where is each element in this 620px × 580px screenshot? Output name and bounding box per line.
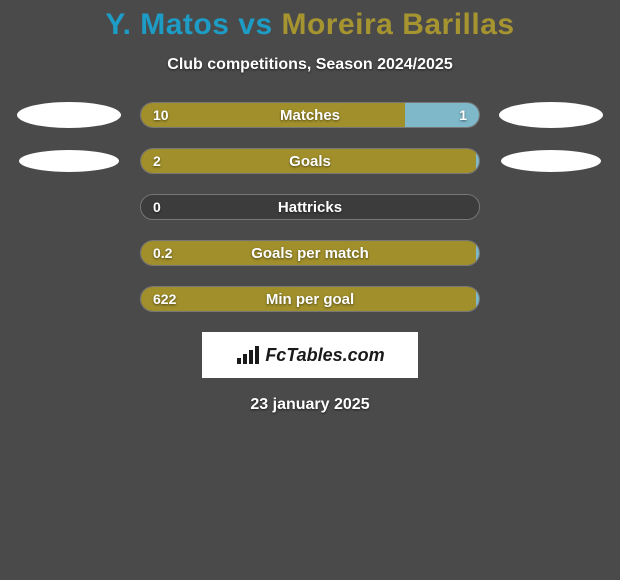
player2-oval-icon bbox=[501, 150, 601, 172]
stat-bar: Hattricks0 bbox=[140, 194, 480, 220]
oval-slot-right bbox=[492, 150, 610, 172]
stat-bar: Goals per match0.2 bbox=[140, 240, 480, 266]
stat-row: Goals per match0.2 bbox=[0, 240, 620, 266]
bar-seg-player1 bbox=[141, 287, 476, 311]
player1-oval-icon bbox=[17, 102, 121, 128]
bar-seg-empty bbox=[141, 195, 479, 219]
oval-slot-left bbox=[10, 102, 128, 128]
bar-seg-player1 bbox=[141, 103, 405, 127]
bar-seg-player2 bbox=[476, 241, 479, 265]
stat-row: Min per goal622 bbox=[0, 286, 620, 312]
subtitle: Club competitions, Season 2024/2025 bbox=[0, 56, 620, 74]
comparison-infographic: Y. Matos vs Moreira Barillas Club compet… bbox=[0, 0, 620, 580]
stat-bar: Matches101 bbox=[140, 102, 480, 128]
bar-chart-icon bbox=[235, 344, 261, 366]
oval-slot-left bbox=[10, 150, 128, 172]
bar-seg-player2 bbox=[476, 149, 479, 173]
title-player2: Moreira Barillas bbox=[281, 8, 514, 41]
title-vs: vs bbox=[229, 8, 281, 41]
stat-row: Matches101 bbox=[0, 102, 620, 128]
title-player1: Y. Matos bbox=[105, 8, 229, 41]
stat-rows: Matches101 Goals2 Hattricks0 Goals per matc… bbox=[0, 102, 620, 312]
oval-slot-right bbox=[492, 102, 610, 128]
bar-seg-player1 bbox=[141, 149, 476, 173]
logo-box: FcTables.com bbox=[202, 332, 418, 378]
player1-oval-icon bbox=[19, 150, 119, 172]
stat-row: Hattricks0 bbox=[0, 194, 620, 220]
bar-seg-player2 bbox=[476, 287, 479, 311]
page-title: Y. Matos vs Moreira Barillas bbox=[0, 0, 620, 42]
bar-seg-player2 bbox=[405, 103, 479, 127]
bar-seg-player1 bbox=[141, 241, 476, 265]
stat-row: Goals2 bbox=[0, 148, 620, 174]
stat-bar: Goals2 bbox=[140, 148, 480, 174]
stat-bar: Min per goal622 bbox=[140, 286, 480, 312]
player2-oval-icon bbox=[499, 102, 603, 128]
logo-text: FcTables.com bbox=[265, 345, 384, 366]
date-text: 23 january 2025 bbox=[0, 396, 620, 414]
